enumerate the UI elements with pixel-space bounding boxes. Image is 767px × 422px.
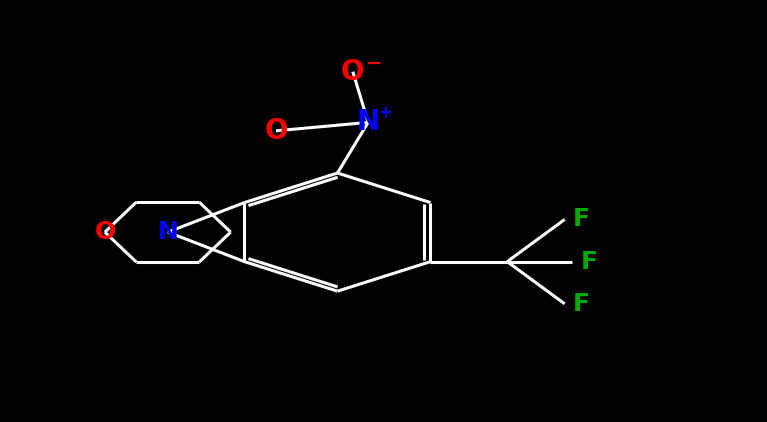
Text: F: F xyxy=(573,292,590,316)
Text: −: − xyxy=(366,54,383,73)
Text: O: O xyxy=(341,58,364,86)
Text: N: N xyxy=(157,220,178,244)
Text: F: F xyxy=(581,250,597,273)
Text: N: N xyxy=(357,108,380,136)
Text: O: O xyxy=(94,220,116,244)
Text: O: O xyxy=(265,117,288,145)
Text: F: F xyxy=(573,208,590,231)
Text: +: + xyxy=(378,104,392,122)
